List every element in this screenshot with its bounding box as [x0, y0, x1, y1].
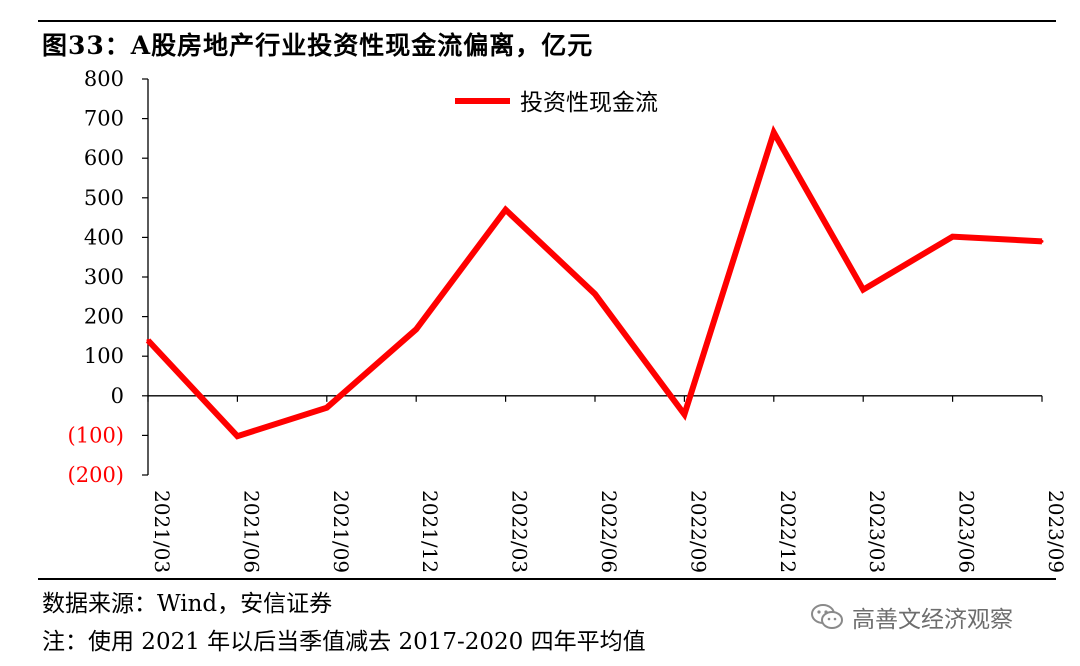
chart-axes — [147, 79, 1042, 475]
bottom-rule — [38, 578, 1056, 580]
y-tick-label: 500 — [84, 186, 124, 210]
x-tick-label: 2021/06 — [239, 490, 263, 573]
data-point — [414, 327, 418, 331]
data-point — [504, 208, 508, 212]
x-tick-label: 2022/12 — [776, 490, 800, 573]
y-tick-label: 800 — [84, 67, 124, 91]
x-tick-label: 2022/03 — [508, 490, 532, 573]
x-tick-label: 2022/06 — [597, 490, 621, 573]
x-tick-label: 2021/12 — [418, 490, 442, 573]
x-tick-label: 2021/03 — [150, 490, 174, 573]
data-point — [146, 338, 150, 342]
data-point — [593, 292, 597, 296]
wechat-icon — [811, 604, 843, 629]
data-point — [325, 406, 329, 410]
x-axis-ticks: 2021/03 2021/06 2021/09 2021/12 2022/03 2022/… — [147, 395, 1068, 573]
y-tick-label: 200 — [84, 305, 124, 329]
x-tick-label: 2022/09 — [686, 490, 710, 573]
y-tick-label: 0 — [111, 384, 124, 408]
y-tick-label: 100 — [84, 344, 124, 368]
y-axis-ticks: 800 700 600 500 400 300 200 100 0 (100) (200) — [68, 67, 148, 487]
y-tick-label: (200) — [68, 463, 124, 487]
data-point — [951, 235, 955, 239]
watermark: 高善文经济观察 — [810, 600, 1013, 634]
x-tick-label: 2021/09 — [329, 490, 353, 573]
data-point — [235, 434, 239, 438]
chart-note: 注：使用 2021 年以后当季值减去 2017-2020 四年平均值 — [42, 629, 646, 655]
x-tick-label: 2023/09 — [1044, 490, 1068, 573]
data-point — [1040, 239, 1044, 243]
y-tick-label: 700 — [84, 107, 124, 131]
series-line — [145, 125, 1043, 440]
line-chart: 800 700 600 500 400 300 200 100 0 (100) (200) 2021… — [68, 67, 1068, 573]
y-tick-label: 300 — [84, 265, 124, 289]
watermark-text: 高善文经济观察 — [852, 607, 1013, 633]
top-rule — [38, 20, 1056, 22]
y-tick-label: 600 — [84, 146, 124, 170]
data-point — [682, 412, 686, 416]
data-source: 数据来源：Wind，安信证券 — [42, 591, 333, 617]
x-tick-label: 2023/03 — [865, 490, 889, 573]
chart-series — [145, 125, 1044, 440]
data-point — [861, 288, 865, 292]
chart-title: 图33：A股房地产行业投资性现金流偏离，亿元 — [42, 31, 594, 60]
chart-legend: 投资性现金流 — [455, 90, 658, 116]
legend-label: 投资性现金流 — [520, 90, 658, 116]
y-tick-label: 400 — [84, 225, 124, 249]
x-tick-label: 2023/06 — [955, 490, 979, 573]
data-point — [772, 130, 776, 134]
y-tick-label: (100) — [68, 423, 124, 447]
